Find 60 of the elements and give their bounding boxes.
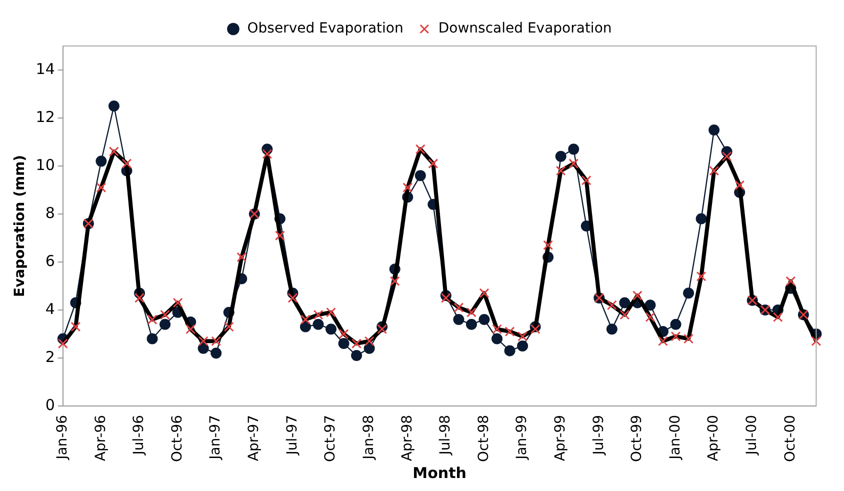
point bbox=[414, 170, 426, 182]
point bbox=[555, 150, 566, 162]
y-tick-label: 2 bbox=[45, 348, 55, 366]
point bbox=[198, 342, 209, 354]
point bbox=[351, 350, 362, 362]
point bbox=[670, 318, 682, 330]
point bbox=[300, 321, 311, 332]
x-tick-label: Oct-00 bbox=[782, 414, 798, 462]
point bbox=[108, 100, 120, 112]
y-tick-label: 4 bbox=[45, 300, 55, 318]
x-tick-label: Apr-00 bbox=[706, 414, 722, 462]
point bbox=[606, 324, 618, 335]
x-tick-label: Apr-98 bbox=[399, 414, 416, 462]
point bbox=[568, 144, 580, 155]
x-tick-label: Apr-99 bbox=[552, 414, 568, 462]
point bbox=[146, 333, 158, 344]
point bbox=[478, 314, 490, 326]
y-tick-label: 6 bbox=[45, 252, 55, 270]
y-tick-label: 10 bbox=[36, 156, 55, 174]
y-tick-label: 12 bbox=[36, 108, 55, 126]
x-tick-label: Jul-99 bbox=[590, 414, 607, 456]
point bbox=[160, 318, 171, 330]
x-axis-title: Month bbox=[412, 464, 466, 482]
y-tick-label: 0 bbox=[45, 396, 55, 414]
point bbox=[466, 318, 477, 330]
point bbox=[708, 124, 720, 136]
point bbox=[312, 318, 324, 330]
x-tick-label: Jul-00 bbox=[744, 414, 760, 456]
x-tick-label: Jul-96 bbox=[131, 414, 148, 456]
y-axis-title: Evaporation (mm) bbox=[12, 154, 28, 297]
x-tick-label: Jan-98 bbox=[360, 414, 377, 460]
point bbox=[453, 314, 464, 326]
legend-label: Downscaled Evaporation bbox=[438, 20, 612, 37]
point bbox=[504, 345, 516, 356]
x-tick-label: Oct-96 bbox=[169, 414, 186, 462]
x-tick-label: Jan-99 bbox=[514, 414, 530, 460]
y-tick-label: 14 bbox=[36, 60, 55, 78]
y-tick-label: 8 bbox=[45, 204, 55, 222]
legend-label: Observed Evaporation bbox=[247, 20, 404, 37]
point bbox=[364, 342, 375, 354]
point bbox=[517, 340, 528, 352]
point bbox=[619, 297, 630, 308]
point bbox=[683, 288, 694, 299]
point bbox=[96, 156, 107, 167]
x-tick-label: Oct-97 bbox=[322, 414, 339, 462]
point bbox=[644, 300, 656, 311]
x-tick-label: Jan-96 bbox=[54, 414, 71, 460]
point bbox=[338, 338, 350, 350]
point bbox=[696, 213, 707, 224]
x-tick-label: Jan-97 bbox=[208, 414, 224, 460]
x-tick-label: Oct-99 bbox=[629, 414, 646, 462]
point bbox=[210, 348, 222, 359]
x-tick-label: Apr-96 bbox=[92, 414, 109, 462]
point bbox=[492, 333, 502, 344]
point bbox=[326, 324, 337, 335]
x-tick-label: Jan-00 bbox=[667, 414, 684, 460]
x-tick-label: Apr-97 bbox=[246, 414, 262, 462]
x-tick-label: Oct-98 bbox=[476, 414, 492, 462]
x-tick-label: Jul-98 bbox=[438, 414, 454, 456]
x-tick-label: Jul-97 bbox=[284, 414, 300, 456]
